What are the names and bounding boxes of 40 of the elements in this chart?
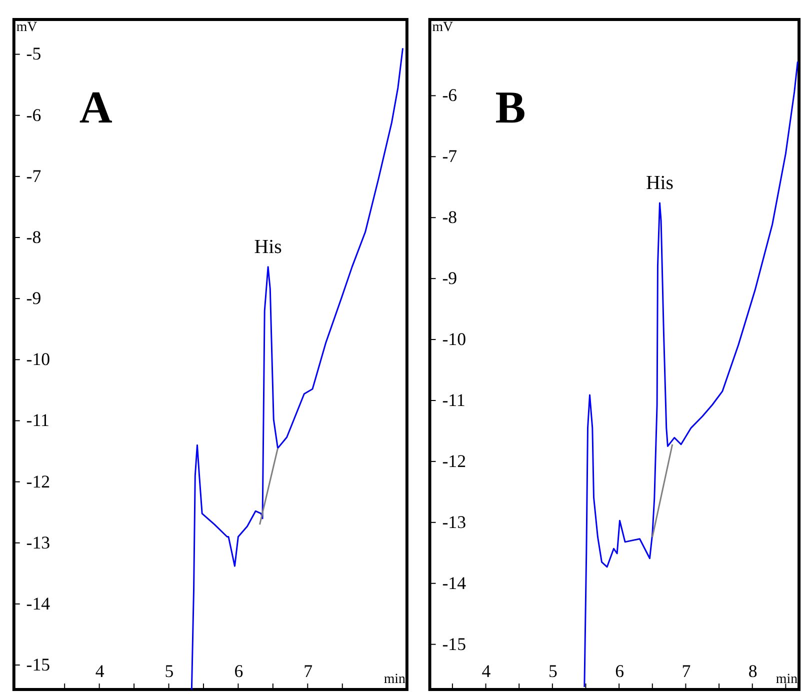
y-tick-label: -9: [26, 288, 42, 308]
x-tick-label: 5: [164, 661, 174, 682]
y-tick-label: -8: [26, 226, 42, 247]
y-tick-label: -13: [26, 532, 50, 552]
y-tick-label: -14: [442, 572, 466, 593]
x-axis-title: min: [776, 672, 798, 687]
annotation: His: [646, 172, 674, 194]
y-tick-label: -14: [26, 593, 50, 614]
y-tick-label: -10: [26, 349, 50, 370]
y-tick-label: -6: [26, 104, 42, 125]
y-tick-label: -11: [26, 410, 50, 430]
annotation: His: [254, 236, 282, 258]
text: A: [79, 82, 112, 133]
y-tick-label: -6: [442, 85, 458, 106]
x-tick-label: 7: [304, 661, 313, 682]
y-tick-label: -7: [442, 146, 458, 166]
x-axis-title: min: [384, 672, 406, 687]
x-tick-label: 6: [234, 661, 244, 682]
y-axis-title: mV: [432, 20, 454, 35]
x-tick-label: 5: [548, 661, 558, 682]
y-tick-label: -15: [26, 654, 50, 674]
y-tick-label: -15: [442, 634, 466, 654]
y-tick-label: -7: [26, 166, 42, 186]
line-series: [584, 60, 798, 688]
y-tick-label: -10: [442, 328, 466, 349]
y-tick-label: -9: [442, 268, 458, 288]
y-tick-label: -12: [442, 450, 466, 471]
x-tick-label: 7: [682, 661, 691, 682]
y-tick-label: -12: [26, 471, 50, 492]
y-tick-label: -11: [442, 390, 466, 410]
text: B: [495, 82, 526, 133]
y-tick-label: -8: [442, 207, 458, 228]
y-tick-label: -13: [442, 512, 466, 532]
x-tick-label: 6: [615, 661, 624, 682]
y-axis-title: mV: [16, 20, 38, 35]
x-tick-label: 8: [748, 661, 758, 682]
y-tick-label: -5: [26, 44, 42, 64]
line-series: [190, 47, 404, 690]
x-tick-label: 4: [95, 661, 104, 682]
x-tick-label: 4: [482, 661, 491, 682]
